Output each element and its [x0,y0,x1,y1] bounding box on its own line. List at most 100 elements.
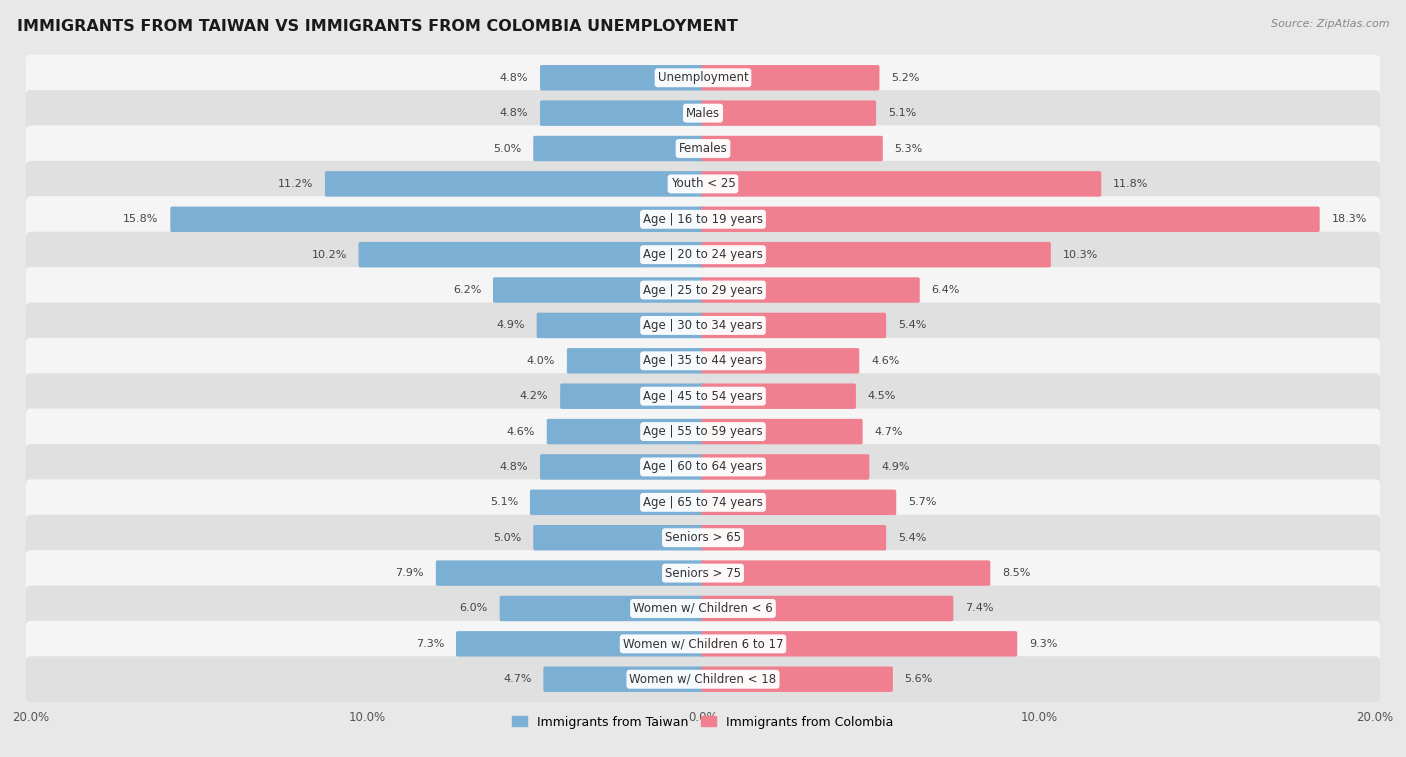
FancyBboxPatch shape [702,454,869,480]
FancyBboxPatch shape [702,490,896,515]
FancyBboxPatch shape [702,207,1320,232]
FancyBboxPatch shape [25,550,1381,596]
Text: 7.9%: 7.9% [395,568,425,578]
Text: 6.0%: 6.0% [460,603,488,613]
Text: 5.1%: 5.1% [887,108,917,118]
FancyBboxPatch shape [702,596,953,621]
FancyBboxPatch shape [25,444,1381,490]
FancyBboxPatch shape [537,313,704,338]
FancyBboxPatch shape [325,171,704,197]
Text: 10.3%: 10.3% [1063,250,1098,260]
Text: 4.8%: 4.8% [499,462,529,472]
FancyBboxPatch shape [533,525,704,550]
Text: Women w/ Children < 6: Women w/ Children < 6 [633,602,773,615]
FancyBboxPatch shape [25,161,1381,207]
Text: 6.4%: 6.4% [932,285,960,295]
Text: 4.5%: 4.5% [868,391,896,401]
FancyBboxPatch shape [540,101,704,126]
Text: Source: ZipAtlas.com: Source: ZipAtlas.com [1271,19,1389,29]
Text: 5.0%: 5.0% [494,533,522,543]
Text: Age | 35 to 44 years: Age | 35 to 44 years [643,354,763,367]
Text: 9.3%: 9.3% [1029,639,1057,649]
FancyBboxPatch shape [25,373,1381,419]
FancyBboxPatch shape [25,621,1381,667]
FancyBboxPatch shape [543,666,704,692]
FancyBboxPatch shape [702,525,886,550]
FancyBboxPatch shape [530,490,704,515]
Text: 7.4%: 7.4% [965,603,994,613]
FancyBboxPatch shape [25,409,1381,454]
Text: Age | 25 to 29 years: Age | 25 to 29 years [643,284,763,297]
FancyBboxPatch shape [25,338,1381,384]
FancyBboxPatch shape [25,232,1381,278]
FancyBboxPatch shape [533,136,704,161]
Text: Seniors > 65: Seniors > 65 [665,531,741,544]
FancyBboxPatch shape [702,65,879,91]
Text: 4.7%: 4.7% [875,427,903,437]
Text: 7.3%: 7.3% [416,639,444,649]
FancyBboxPatch shape [25,656,1381,702]
Text: 4.2%: 4.2% [520,391,548,401]
Text: 4.0%: 4.0% [527,356,555,366]
Text: 8.5%: 8.5% [1002,568,1031,578]
Text: Age | 16 to 19 years: Age | 16 to 19 years [643,213,763,226]
Text: 5.2%: 5.2% [891,73,920,83]
FancyBboxPatch shape [25,90,1381,136]
FancyBboxPatch shape [25,55,1381,101]
FancyBboxPatch shape [499,596,704,621]
FancyBboxPatch shape [702,242,1050,267]
FancyBboxPatch shape [702,384,856,409]
Text: Women w/ Children 6 to 17: Women w/ Children 6 to 17 [623,637,783,650]
Text: Females: Females [679,142,727,155]
Text: 4.9%: 4.9% [496,320,524,330]
Text: 5.3%: 5.3% [894,144,922,154]
FancyBboxPatch shape [567,348,704,373]
FancyBboxPatch shape [359,242,704,267]
Text: Unemployment: Unemployment [658,71,748,84]
FancyBboxPatch shape [702,136,883,161]
Text: 10.2%: 10.2% [311,250,347,260]
Text: 6.2%: 6.2% [453,285,481,295]
FancyBboxPatch shape [25,515,1381,561]
Text: 11.2%: 11.2% [278,179,314,189]
Text: 4.6%: 4.6% [872,356,900,366]
FancyBboxPatch shape [702,560,990,586]
Text: Males: Males [686,107,720,120]
FancyBboxPatch shape [540,454,704,480]
FancyBboxPatch shape [702,277,920,303]
Text: 4.8%: 4.8% [499,108,529,118]
Text: Youth < 25: Youth < 25 [671,177,735,191]
FancyBboxPatch shape [494,277,704,303]
Text: 5.0%: 5.0% [494,144,522,154]
Text: 5.6%: 5.6% [904,674,934,684]
Text: 15.8%: 15.8% [124,214,159,224]
Text: 5.1%: 5.1% [489,497,519,507]
Text: 4.8%: 4.8% [499,73,529,83]
Text: 11.8%: 11.8% [1114,179,1149,189]
FancyBboxPatch shape [702,631,1017,656]
FancyBboxPatch shape [25,196,1381,242]
FancyBboxPatch shape [25,585,1381,631]
FancyBboxPatch shape [702,666,893,692]
FancyBboxPatch shape [702,313,886,338]
Text: Age | 55 to 59 years: Age | 55 to 59 years [643,425,763,438]
FancyBboxPatch shape [702,171,1101,197]
Text: 4.9%: 4.9% [882,462,910,472]
Text: 5.7%: 5.7% [908,497,936,507]
Text: Age | 65 to 74 years: Age | 65 to 74 years [643,496,763,509]
Text: 4.7%: 4.7% [503,674,531,684]
Text: 18.3%: 18.3% [1331,214,1367,224]
FancyBboxPatch shape [702,419,863,444]
FancyBboxPatch shape [456,631,704,656]
FancyBboxPatch shape [702,348,859,373]
FancyBboxPatch shape [540,65,704,91]
Text: 5.4%: 5.4% [898,320,927,330]
FancyBboxPatch shape [25,303,1381,348]
Text: Age | 45 to 54 years: Age | 45 to 54 years [643,390,763,403]
FancyBboxPatch shape [25,479,1381,525]
FancyBboxPatch shape [702,101,876,126]
FancyBboxPatch shape [436,560,704,586]
FancyBboxPatch shape [25,267,1381,313]
FancyBboxPatch shape [560,384,704,409]
Text: Age | 60 to 64 years: Age | 60 to 64 years [643,460,763,473]
